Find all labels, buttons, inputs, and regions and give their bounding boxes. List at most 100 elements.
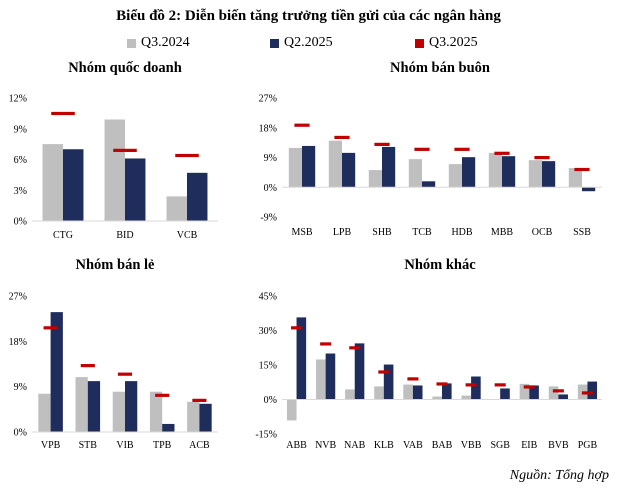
chart-title-ban-le: Nhóm bán lẻ [75, 257, 155, 273]
bar-Q2-2025-vib [125, 381, 138, 432]
bar-Q3-2024-mbb [488, 152, 502, 188]
bar-Q3-2024-hdb [448, 164, 462, 188]
y-tick-label: 45% [259, 292, 277, 303]
marker-Q3-2025-vib [117, 372, 133, 376]
x-tick-label: TPB [153, 440, 172, 451]
chart-title-quoc-doanh: Nhóm quốc doanh [68, 60, 182, 76]
bar-Q3-2024-nvb [316, 359, 326, 400]
bar-Q2-2025-ctg [63, 149, 84, 221]
bar-Q2-2025-bab [442, 383, 452, 400]
bar-Q3-2024-ctg [42, 144, 63, 221]
y-tick-label: 18% [9, 337, 27, 348]
bar-Q2-2025-tcb [422, 181, 436, 188]
bar-Q3-2024-eib [519, 383, 530, 400]
bar-Q2-2025-ocb [542, 161, 556, 188]
x-tick-label: EIB [521, 440, 537, 451]
x-tick-label: BID [116, 230, 133, 241]
marker-Q3-2025-pgb [581, 391, 593, 395]
legend-label: Q2.2025 [284, 35, 333, 50]
legend-label: Q3.2024 [141, 35, 190, 50]
marker-Q3-2025-hdb [454, 147, 470, 151]
marker-Q3-2025-tcb [414, 147, 430, 151]
x-tick-label: OCB [532, 227, 553, 238]
marker-Q3-2025-vcb [175, 153, 199, 158]
x-tick-label: KLB [374, 440, 394, 451]
bar-Q2-2025-vpb [50, 312, 63, 432]
x-tick-label: TCB [412, 227, 432, 238]
x-tick-label: SGB [490, 440, 510, 451]
x-tick-label: VCB [177, 230, 198, 241]
chart-title-khac: Nhóm khác [404, 257, 476, 273]
x-tick-label: ACB [189, 440, 210, 451]
marker-Q3-2025-ctg [51, 111, 75, 116]
marker-Q3-2025-klb [378, 370, 390, 374]
bar-Q2-2025-pgb [587, 381, 598, 400]
marker-Q3-2025-acb [192, 398, 207, 402]
marker-Q3-2025-ssb [574, 167, 590, 172]
marker-Q3-2025-vpb [43, 326, 58, 330]
bar-Q2-2025-shb [382, 146, 396, 188]
y-tick-label: 0% [264, 183, 277, 194]
legend-item-q2-2025: Q2.2025 [270, 35, 333, 51]
legend-swatch-navy [270, 38, 279, 48]
bar-Q2-2025-vcb [187, 172, 208, 221]
x-tick-label: VBB [461, 440, 482, 451]
bar-Q3-2024-stb [75, 377, 88, 432]
bar-Q2-2025-mbb [502, 156, 516, 188]
bar-Q2-2025-klb [383, 364, 394, 400]
bar-Q3-2024-bvb [548, 386, 559, 400]
y-tick-label: 9% [14, 382, 27, 393]
bar-Q3-2024-msb [288, 147, 302, 188]
bar-Q2-2025-stb [87, 381, 101, 432]
x-tick-label: BAB [432, 440, 453, 451]
bar-Q2-2025-bid [125, 158, 146, 221]
bar-Q3-2024-lpb [328, 140, 342, 188]
y-tick-label: 9% [264, 153, 277, 164]
x-tick-label: ABB [286, 440, 307, 451]
x-tick-label: STB [79, 440, 98, 451]
bar-Q3-2024-nab [345, 389, 355, 400]
marker-Q3-2025-msb [294, 123, 310, 127]
y-tick-label: 9% [14, 124, 27, 135]
bar-Q2-2025-tpb [162, 423, 175, 432]
bar-Q3-2024-shb [368, 170, 382, 188]
marker-Q3-2025-bab [436, 382, 448, 386]
marker-Q3-2025-ocb [534, 156, 550, 160]
x-tick-label: SHB [372, 227, 392, 238]
bar-Q3-2024-ocb [528, 160, 542, 188]
bar-Q2-2025-vbb [471, 376, 481, 400]
y-tick-label: 6% [14, 155, 27, 166]
x-tick-label: HDB [451, 227, 472, 238]
bar-Q2-2025-abb [296, 317, 307, 400]
bar-Q3-2024-vbb [461, 395, 472, 400]
bar-Q3-2024-ssb [568, 168, 582, 188]
marker-Q3-2025-stb [80, 364, 95, 368]
bar-Q3-2024-vib [112, 391, 125, 432]
bar-Q2-2025-eib [529, 385, 539, 400]
bar-Q3-2024-abb [286, 399, 297, 421]
x-tick-label: LPB [333, 227, 352, 238]
bar-Q2-2025-nab [354, 343, 365, 400]
legend-swatch-red [415, 38, 424, 48]
marker-Q3-2025-shb [374, 142, 390, 146]
marker-Q3-2025-lpb [334, 135, 350, 140]
marker-Q3-2025-sgb [494, 383, 506, 387]
x-tick-label: CTG [53, 230, 73, 241]
y-tick-label: 18% [259, 123, 277, 134]
y-tick-label: 0% [14, 428, 27, 439]
bar-Q3-2024-vpb [38, 393, 51, 432]
legend-item-q3-2025: Q3.2025 [415, 35, 478, 51]
marker-Q3-2025-bvb [552, 389, 564, 393]
bar-Q2-2025-nvb [325, 353, 336, 400]
bar-Q2-2025-vab [412, 385, 423, 400]
bar-Q3-2024-vcb [166, 196, 187, 221]
x-tick-label: MBB [491, 227, 514, 238]
source-note: Nguồn: Tổng hợp [509, 468, 609, 483]
marker-Q3-2025-mbb [494, 151, 510, 155]
chart-title-ban-buon: Nhóm bán buôn [390, 60, 490, 76]
marker-Q3-2025-tpb [155, 393, 170, 397]
y-tick-label: -9% [260, 213, 277, 224]
bar-Q3-2024-tcb [408, 159, 422, 188]
x-tick-label: PGB [578, 440, 598, 451]
legend-swatch-gray [127, 38, 136, 48]
